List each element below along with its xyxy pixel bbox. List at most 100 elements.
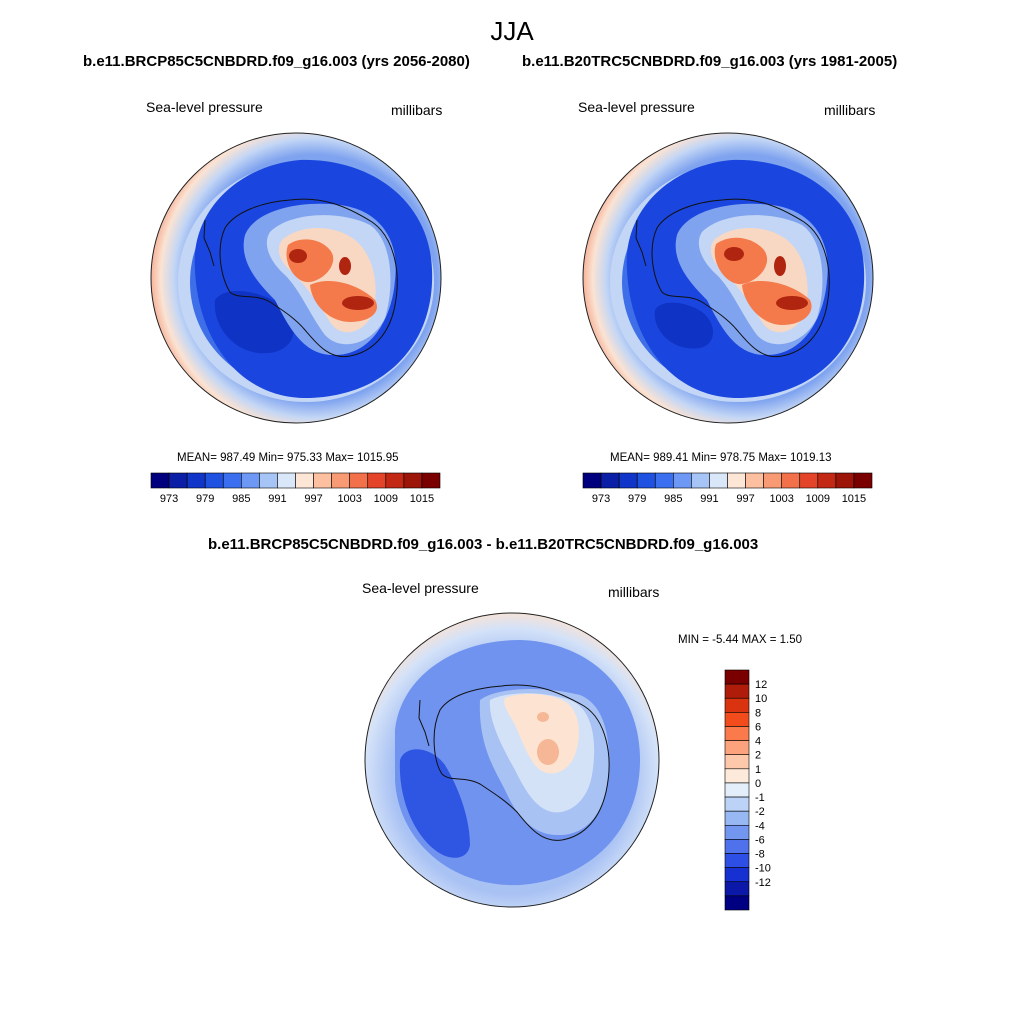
colorbar-tick-label: 991 bbox=[700, 493, 718, 505]
colorbar-box bbox=[724, 824, 750, 840]
colorbar-tick-label: 8 bbox=[755, 707, 761, 719]
contour-region bbox=[504, 693, 579, 774]
colorbar-box bbox=[745, 472, 764, 489]
historical-variable-label: Sea-level pressure bbox=[578, 99, 695, 115]
contour-region bbox=[774, 256, 786, 276]
map-border bbox=[364, 612, 660, 908]
colorbar-box bbox=[799, 472, 819, 489]
colorbar-box bbox=[724, 867, 750, 883]
future-map bbox=[150, 132, 442, 424]
historical-units-label: millibars bbox=[824, 102, 876, 118]
colorbar-box bbox=[313, 472, 332, 489]
colorbar-tick-label: 4 bbox=[755, 736, 761, 748]
colorbar-tick-label: 6 bbox=[755, 721, 761, 733]
colorbar-box bbox=[150, 472, 170, 489]
colorbar-box bbox=[724, 712, 750, 727]
colorbar-box bbox=[817, 472, 837, 489]
colorbar-tick-label: 1003 bbox=[769, 493, 793, 505]
figure-title: JJA bbox=[490, 16, 534, 46]
colorbar-box bbox=[727, 472, 746, 489]
colorbar-tick-label: 997 bbox=[304, 493, 322, 505]
colorbar-tick-label: 2 bbox=[755, 750, 761, 762]
colorbar-box bbox=[781, 472, 801, 489]
colorbar-tick-label: -2 bbox=[755, 806, 765, 818]
colorbar-box bbox=[724, 895, 750, 911]
colorbar-tick-label: 985 bbox=[664, 493, 682, 505]
contour-region bbox=[214, 290, 294, 354]
colorbar-box bbox=[222, 472, 242, 489]
colorbar-tick-label: 0 bbox=[755, 778, 761, 790]
map-border bbox=[582, 132, 874, 424]
colorbar-tick-label: 1 bbox=[755, 764, 761, 776]
colorbar-box bbox=[259, 472, 278, 489]
future-stats: MEAN= 987.49 Min= 975.33 Max= 1015.95 bbox=[177, 452, 399, 464]
colorbar-tick-label: -4 bbox=[755, 820, 765, 832]
historical-map bbox=[582, 132, 874, 424]
colorbar-tick-label: 1015 bbox=[842, 493, 866, 505]
colorbar-box bbox=[724, 881, 750, 897]
colorbar-box bbox=[724, 839, 750, 854]
colorbar-tick-label: 991 bbox=[268, 493, 286, 505]
colorbar-box bbox=[403, 472, 423, 489]
coastline bbox=[219, 198, 398, 358]
difference-map bbox=[364, 612, 660, 908]
colorbar-tick-label: 1003 bbox=[337, 493, 361, 505]
colorbar-tick-label: 973 bbox=[592, 493, 610, 505]
contour-region bbox=[339, 257, 351, 275]
colorbar-box bbox=[186, 472, 206, 489]
coastline bbox=[635, 219, 647, 267]
difference-stats: MIN = -5.44 MAX = 1.50 bbox=[678, 634, 803, 646]
colorbar-box bbox=[724, 683, 750, 699]
coastline bbox=[203, 219, 215, 267]
colorbar-box bbox=[277, 472, 296, 489]
colorbar-box bbox=[331, 472, 350, 489]
colorbar-box bbox=[724, 853, 750, 868]
colorbar-box bbox=[724, 669, 750, 685]
colorbar-box bbox=[367, 472, 387, 489]
contour-region bbox=[289, 249, 307, 263]
colorbar-box bbox=[295, 472, 314, 489]
difference-variable-label: Sea-level pressure bbox=[362, 580, 479, 596]
colorbar-tick-label: 10 bbox=[755, 693, 767, 705]
future-run-title: b.e11.BRCP85C5CNBDRD.f09_g16.003 (yrs 20… bbox=[83, 53, 470, 70]
coastline bbox=[651, 198, 830, 358]
colorbar-box bbox=[654, 472, 674, 489]
colorbar-tick-label: -8 bbox=[755, 849, 765, 861]
colorbar-tick-label: 1015 bbox=[410, 493, 434, 505]
historical-stats: MEAN= 989.41 Min= 978.75 Max= 1019.13 bbox=[610, 452, 832, 464]
colorbar-box bbox=[691, 472, 710, 489]
colorbar-box bbox=[618, 472, 638, 489]
colorbar-box bbox=[724, 768, 750, 784]
contour-region bbox=[724, 247, 744, 261]
colorbar-box bbox=[835, 472, 855, 489]
difference-units-label: millibars bbox=[608, 584, 660, 600]
colorbar-box bbox=[349, 472, 369, 489]
colorbar-box bbox=[673, 472, 692, 489]
colorbar-tick-label: 979 bbox=[628, 493, 646, 505]
colorbar-box bbox=[724, 740, 750, 756]
colorbar-box bbox=[600, 472, 620, 489]
coastline bbox=[418, 699, 430, 747]
colorbar-box bbox=[385, 472, 405, 489]
colorbar-box bbox=[724, 726, 750, 741]
colorbar-box bbox=[724, 754, 750, 770]
colorbar-box bbox=[204, 472, 224, 489]
colorbar-box bbox=[724, 810, 750, 826]
colorbar-box bbox=[763, 472, 782, 489]
colorbar-tick-label: 979 bbox=[196, 493, 214, 505]
contour-region bbox=[654, 302, 713, 349]
colorbar-box bbox=[724, 782, 750, 798]
contour-region bbox=[342, 296, 374, 310]
future-units-label: millibars bbox=[391, 102, 443, 118]
colorbar-tick-label: -6 bbox=[755, 834, 765, 846]
difference-title: b.e11.BRCP85C5CNBDRD.f09_g16.003 - b.e11… bbox=[208, 536, 759, 553]
colorbar-box bbox=[582, 472, 602, 489]
colorbar-tick-label: 997 bbox=[736, 493, 754, 505]
colorbar-box bbox=[709, 472, 728, 489]
colorbar-box bbox=[636, 472, 656, 489]
colorbar-tick-label: -1 bbox=[755, 792, 765, 804]
colorbar-box bbox=[853, 472, 873, 489]
contour-region bbox=[399, 749, 470, 858]
